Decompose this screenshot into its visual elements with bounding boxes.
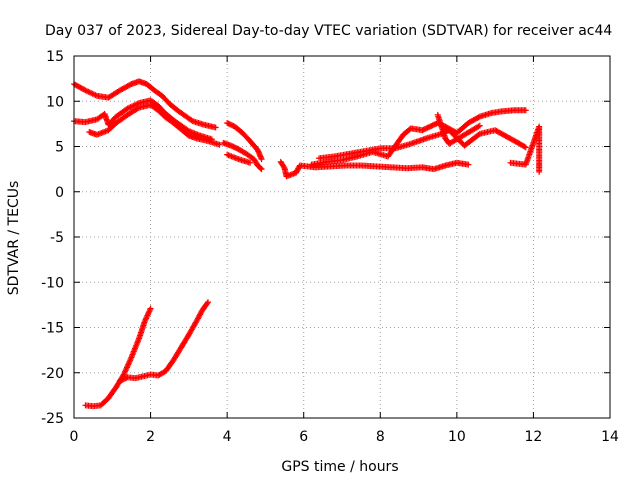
- data-point: [204, 300, 211, 307]
- data-point: [216, 141, 223, 148]
- data-point: [280, 163, 287, 170]
- data-point: [188, 117, 195, 124]
- data-point: [536, 168, 543, 175]
- marks-layer: [71, 78, 543, 410]
- data-point: [476, 122, 483, 129]
- y-tick-label: -10: [41, 275, 64, 291]
- x-axis-label: GPS time / hours: [281, 459, 398, 475]
- data-point: [465, 161, 472, 168]
- y-tick-label: 10: [46, 94, 64, 110]
- data-point: [205, 299, 211, 306]
- tick-layer: 0 2 4 6 8 10 12 14 15 10 5 0 -5 -10 -15 -20 -25: [41, 49, 619, 445]
- data-point: [475, 114, 482, 121]
- data-point: [212, 124, 219, 131]
- data-point: [147, 305, 154, 312]
- x-tick-label: 6: [299, 429, 308, 445]
- data-point: [258, 156, 265, 163]
- x-tick-label: 10: [448, 429, 466, 445]
- data-point: [475, 123, 482, 130]
- chart-title: Day 037 of 2023, Sidereal Day-to-day VTE…: [45, 23, 612, 39]
- y-tick-label: 15: [46, 49, 64, 65]
- data-point: [257, 165, 264, 172]
- data-point: [475, 131, 482, 138]
- data-point: [522, 144, 529, 151]
- y-tick-label: 5: [55, 140, 64, 156]
- y-tick-label: -5: [50, 230, 64, 246]
- data-point: [247, 159, 254, 166]
- data-point: [521, 143, 528, 150]
- x-tick-label: 4: [223, 429, 232, 445]
- data-point: [258, 166, 265, 173]
- x-tick-label: 2: [146, 429, 155, 445]
- plot-frame: [73, 55, 611, 419]
- data-point: [81, 86, 88, 93]
- data-point: [134, 105, 141, 112]
- y-tick-label: -25: [41, 411, 64, 427]
- y-axis-label: SDTVAR / TECUs: [6, 181, 22, 296]
- x-tick-label: 8: [376, 429, 385, 445]
- y-tick-label: -15: [41, 321, 64, 337]
- x-tick-label: 12: [525, 429, 543, 445]
- y-tick-label: -20: [41, 366, 64, 382]
- x-tick-label: 14: [601, 429, 619, 445]
- x-tick-label: 0: [70, 429, 79, 445]
- data-point: [522, 107, 529, 114]
- grid-layer: [74, 56, 610, 418]
- y-tick-label: 0: [55, 185, 64, 201]
